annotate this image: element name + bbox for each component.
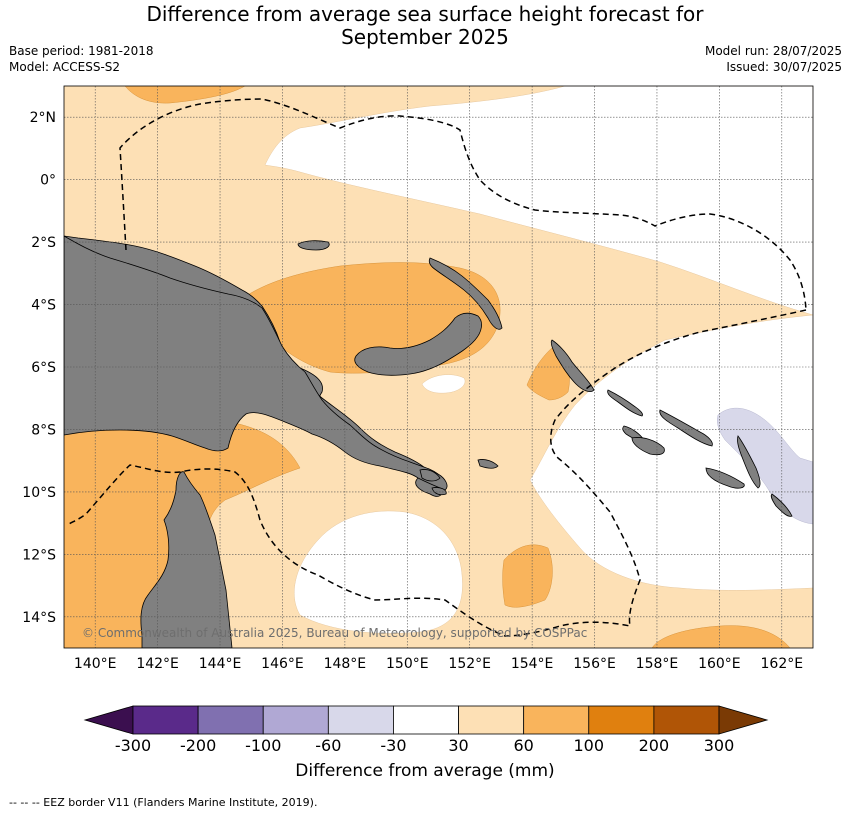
lat-tick-label: 0° — [40, 173, 56, 189]
colorbar-tick-label: -30 — [380, 736, 406, 755]
colorbar-tick-label: -200 — [180, 736, 216, 755]
chart-title: Difference from average sea surface heig… — [0, 3, 850, 49]
issued-date: Issued: 30/07/2025 — [726, 60, 842, 74]
meta-right: Model run: 28/07/2025 Issued: 30/07/2025 — [705, 43, 842, 75]
anomaly-neutral-coral-sea — [293, 510, 463, 634]
anomaly-60-100-north — [124, 86, 246, 104]
lon-tick-label: 156°E — [573, 656, 616, 672]
land-makira — [705, 467, 745, 489]
colorbar-extend-low — [83, 705, 134, 735]
lon-tick-label: 142°E — [136, 656, 179, 672]
land-new-ireland — [428, 257, 503, 330]
lon-tick-label: 146°E — [261, 656, 304, 672]
lon-tick-label: 154°E — [511, 656, 554, 672]
eez-png-north — [119, 98, 807, 311]
colorbar-tick-label: 30 — [448, 736, 468, 755]
colorbar-extend-high — [718, 705, 769, 735]
land-manus — [297, 240, 330, 251]
lon-tick-label: 162°E — [761, 656, 804, 672]
lon-tick-label: 152°E — [448, 656, 491, 672]
lat-tick-label: 2°S — [31, 235, 56, 251]
colorbar-tick-label: 300 — [704, 736, 735, 755]
copyright-text: © Commonwealth of Australia 2025, Bureau… — [82, 626, 587, 640]
base-period: Base period: 1981-2018 — [9, 44, 154, 58]
land-guadalcanal — [631, 437, 665, 456]
colorbar-tick-label: 200 — [639, 736, 670, 755]
lat-tick-label: 4°S — [31, 298, 56, 314]
land-cape-york — [140, 471, 233, 648]
lon-tick-label: 140°E — [74, 656, 117, 672]
lon-tick-label: 148°E — [324, 656, 367, 672]
colorbar-tick-label: 100 — [574, 736, 605, 755]
lon-tick-labels: 140°E 142°E 144°E 146°E 148°E 150°E 152°E 154°E… — [74, 656, 803, 672]
colorbar-segment — [393, 705, 459, 735]
anomaly-neutral-small — [421, 374, 466, 394]
lat-tick-label: 14°S — [22, 610, 56, 626]
land-new-guinea-south — [64, 235, 448, 491]
map-figure: 140°E 142°E 144°E 146°E 148°E 150°E 152°E 154°E… — [22, 85, 814, 755]
anomaly-60-100-southcentral — [502, 544, 553, 608]
colorbar-segment — [327, 705, 394, 735]
lat-tick-label: 6°S — [31, 360, 56, 376]
land-bougainville — [550, 339, 595, 392]
map-area — [64, 86, 813, 648]
eez-borders — [68, 98, 807, 637]
land-new-britain — [354, 312, 482, 376]
colorbar-segment — [523, 705, 590, 735]
lat-tick-labels: 2°N 0° 2°S 4°S 6°S 8°S 10°S 12°S 14°S — [22, 110, 56, 626]
colorbar-tick-label: 60 — [513, 736, 533, 755]
title-line-1: Difference from average sea surface heig… — [146, 2, 704, 26]
colorbar-segment — [262, 705, 329, 735]
meta-left: Base period: 1981-2018 Model: ACCESS-S2 — [9, 43, 154, 75]
graticule — [64, 86, 813, 648]
land-louisiade — [419, 459, 499, 496]
anomaly-neutral-east — [529, 314, 813, 591]
colorbar-segment — [197, 705, 264, 735]
colorbar: -300 -200 -100 -60 -30 30 60 100 200 300 — [83, 705, 769, 755]
model-run: Model run: 28/07/2025 — [704, 44, 842, 58]
colorbar-segment — [132, 705, 199, 735]
colorbar-tick-label: -60 — [315, 736, 341, 755]
title-line-2: September 2025 — [341, 25, 509, 49]
lat-tick-label: 8°S — [31, 422, 56, 438]
anomaly-neutral-north — [264, 86, 813, 316]
land-malaita — [737, 435, 761, 489]
lat-tick-label: 12°S — [22, 547, 56, 563]
land-rennell — [770, 493, 793, 517]
lon-tick-label: 150°E — [386, 656, 429, 672]
colorbar-title: Difference from average (mm) — [295, 761, 555, 781]
eez-footnote: -- -- -- EEZ border V11 (Flanders Marine… — [9, 796, 318, 809]
colorbar-segment — [588, 705, 655, 735]
lon-tick-label: 144°E — [199, 656, 242, 672]
lon-tick-label: 158°E — [636, 656, 679, 672]
land-choiseul — [607, 389, 643, 417]
lon-tick-label: 160°E — [698, 656, 741, 672]
anomaly-60-100-southeast — [651, 625, 791, 648]
lat-tick-label: 10°S — [22, 485, 56, 501]
land-santa-isabel — [659, 409, 713, 447]
lat-tick-label: 2°N — [30, 110, 56, 126]
colorbar-segment — [458, 705, 525, 735]
colorbar-segment — [653, 705, 720, 735]
model-name: Model: ACCESS-S2 — [9, 60, 121, 74]
colorbar-tick-label: -100 — [245, 736, 281, 755]
colorbar-tick-label: -300 — [115, 736, 151, 755]
map-frame — [63, 85, 814, 649]
